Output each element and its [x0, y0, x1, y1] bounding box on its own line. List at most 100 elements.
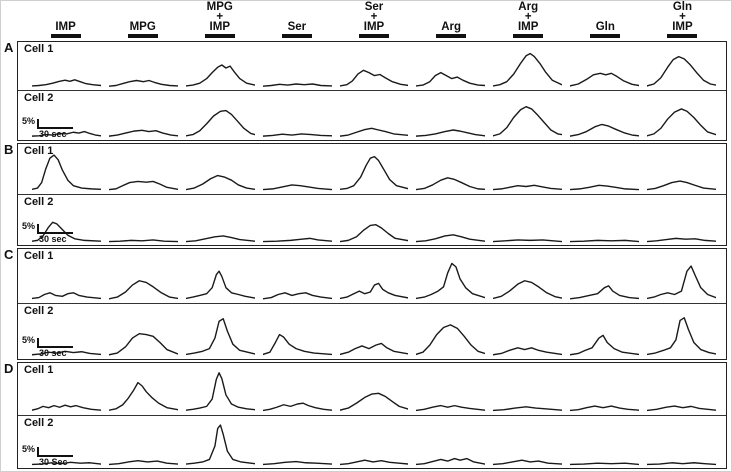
trace-cell-Gln+IMP: [643, 91, 720, 140]
trace-cell-Gln: [566, 416, 643, 469]
trace-plot: [647, 252, 716, 302]
trace-row-cell1: Cell 1: [18, 42, 726, 91]
trace-cell-MPG: [105, 91, 182, 140]
trace-cell-MPG: [105, 42, 182, 90]
scale-time-label: 30 Sec: [39, 457, 68, 467]
trace-plot: [647, 45, 716, 89]
scale-percent-label: 5%: [22, 444, 36, 454]
trace-cell-MPG+IMP: [182, 249, 259, 303]
column-header-text: IMP: [55, 21, 76, 33]
trace-plot: [32, 94, 101, 139]
trace-plot: [570, 366, 639, 414]
panels-container: A Cell 1 Cell 2 5% 30 sec B Cell 1 Cell 2 5% 30 s…: [1, 40, 731, 469]
trace-plot: [263, 198, 332, 245]
trace-plot: [186, 94, 255, 139]
column-header-text: Ser: [364, 1, 384, 13]
scale-bar: 5% 30 sec: [22, 222, 86, 244]
trace-cell-MPG: [105, 144, 182, 194]
trace-plot: [109, 307, 178, 358]
trace-cell-Arg: [412, 304, 489, 359]
stimulus-bar: [590, 34, 621, 38]
panel-D: D Cell 1 Cell 2 5% 30 Sec: [4, 361, 727, 469]
column-headers: IMP MPG MPG + IMP Ser Ser + IMP Arg Arg + IMP Gln Gln +…: [17, 1, 727, 41]
scale-bar-horizontal: [37, 346, 73, 348]
column-header-text: IMP: [209, 21, 230, 33]
trace-cell-MPG: [105, 249, 182, 303]
cell-label: Cell 2: [24, 305, 54, 317]
cell-label: Cell 2: [24, 92, 54, 104]
trace-cell-Gln: [566, 195, 643, 246]
trace-cell-IMP: [28, 91, 105, 140]
trace-cell-Arg: [412, 42, 489, 90]
trace-cell-Gln: [566, 249, 643, 303]
trace-plot: [570, 147, 639, 193]
scale-time-label: 30 sec: [39, 348, 67, 358]
trace-columns: [18, 416, 726, 469]
trace-cell-Gln+IMP: [643, 249, 720, 303]
scale-time-label: 30 sec: [39, 129, 67, 139]
trace-cell-Gln: [566, 42, 643, 90]
column-header-text: Arg: [441, 21, 461, 33]
trace-row-cell2: Cell 2: [18, 304, 726, 359]
trace-cell-Gln+IMP: [643, 363, 720, 415]
trace-plot: [340, 307, 409, 358]
trace-plot: [570, 45, 639, 89]
stimulus-bar: [513, 34, 544, 38]
trace-plot: [340, 419, 409, 468]
trace-cell-Arg: [412, 416, 489, 469]
trace-plot: [263, 147, 332, 193]
trace-cell-Arg+IMP: [489, 416, 566, 469]
trace-cell-MPG+IMP: [182, 416, 259, 469]
scale-bar-horizontal: [37, 127, 73, 129]
stimulus-bar: [127, 34, 158, 38]
column-header-MPG+IMP: MPG + IMP: [181, 1, 258, 41]
trace-cell-Arg+IMP: [489, 42, 566, 90]
trace-row-cell1: Cell 1: [18, 249, 726, 304]
trace-cell-Gln+IMP: [643, 416, 720, 469]
column-header-text: MPG: [206, 1, 233, 13]
trace-plot: [647, 147, 716, 193]
panel-label: D: [4, 361, 14, 376]
trace-cell-Ser+IMP: [336, 304, 413, 359]
trace-columns: [18, 195, 726, 246]
column-header-text: +: [216, 11, 224, 23]
trace-plot: [493, 147, 562, 193]
trace-plot: [416, 366, 485, 414]
scale-bar-vertical: [37, 447, 39, 455]
trace-cell-IMP: [28, 304, 105, 359]
trace-plot: [570, 307, 639, 358]
trace-plot: [32, 45, 101, 89]
stimulus-bar: [436, 34, 467, 38]
trace-cell-IMP: [28, 363, 105, 415]
trace-row-cell1: Cell 1: [18, 144, 726, 195]
trace-plot: [186, 198, 255, 245]
trace-row-cell2: Cell 2: [18, 91, 726, 140]
trace-cell-IMP: [28, 195, 105, 246]
column-header-text: +: [679, 11, 686, 23]
cell-label: Cell 2: [24, 195, 54, 208]
trace-cell-Ser+IMP: [336, 416, 413, 469]
column-header-Arg: Arg: [413, 1, 490, 41]
trace-cell-Ser+IMP: [336, 144, 413, 194]
trace-cell-Gln: [566, 304, 643, 359]
trace-plot: [109, 94, 178, 139]
cell-label: Cell 1: [24, 364, 54, 376]
trace-plot: [647, 198, 716, 245]
trace-cell-MPG: [105, 416, 182, 469]
trace-plot: [340, 94, 409, 139]
trace-plot: [263, 45, 332, 89]
panel-label: A: [4, 40, 14, 55]
trace-cell-MPG+IMP: [182, 363, 259, 415]
trace-cell-Ser+IMP: [336, 249, 413, 303]
trace-cell-MPG+IMP: [182, 195, 259, 246]
trace-plot: [32, 307, 101, 358]
trace-cell-Gln+IMP: [643, 195, 720, 246]
column-header-text: +: [524, 11, 532, 23]
trace-cell-Arg: [412, 363, 489, 415]
trace-cell-Arg+IMP: [489, 91, 566, 140]
trace-plot: [570, 198, 639, 245]
trace-columns: [18, 144, 726, 194]
trace-cell-Ser: [259, 304, 336, 359]
scale-time-label: 30 sec: [39, 234, 67, 244]
trace-cell-Ser: [259, 144, 336, 194]
